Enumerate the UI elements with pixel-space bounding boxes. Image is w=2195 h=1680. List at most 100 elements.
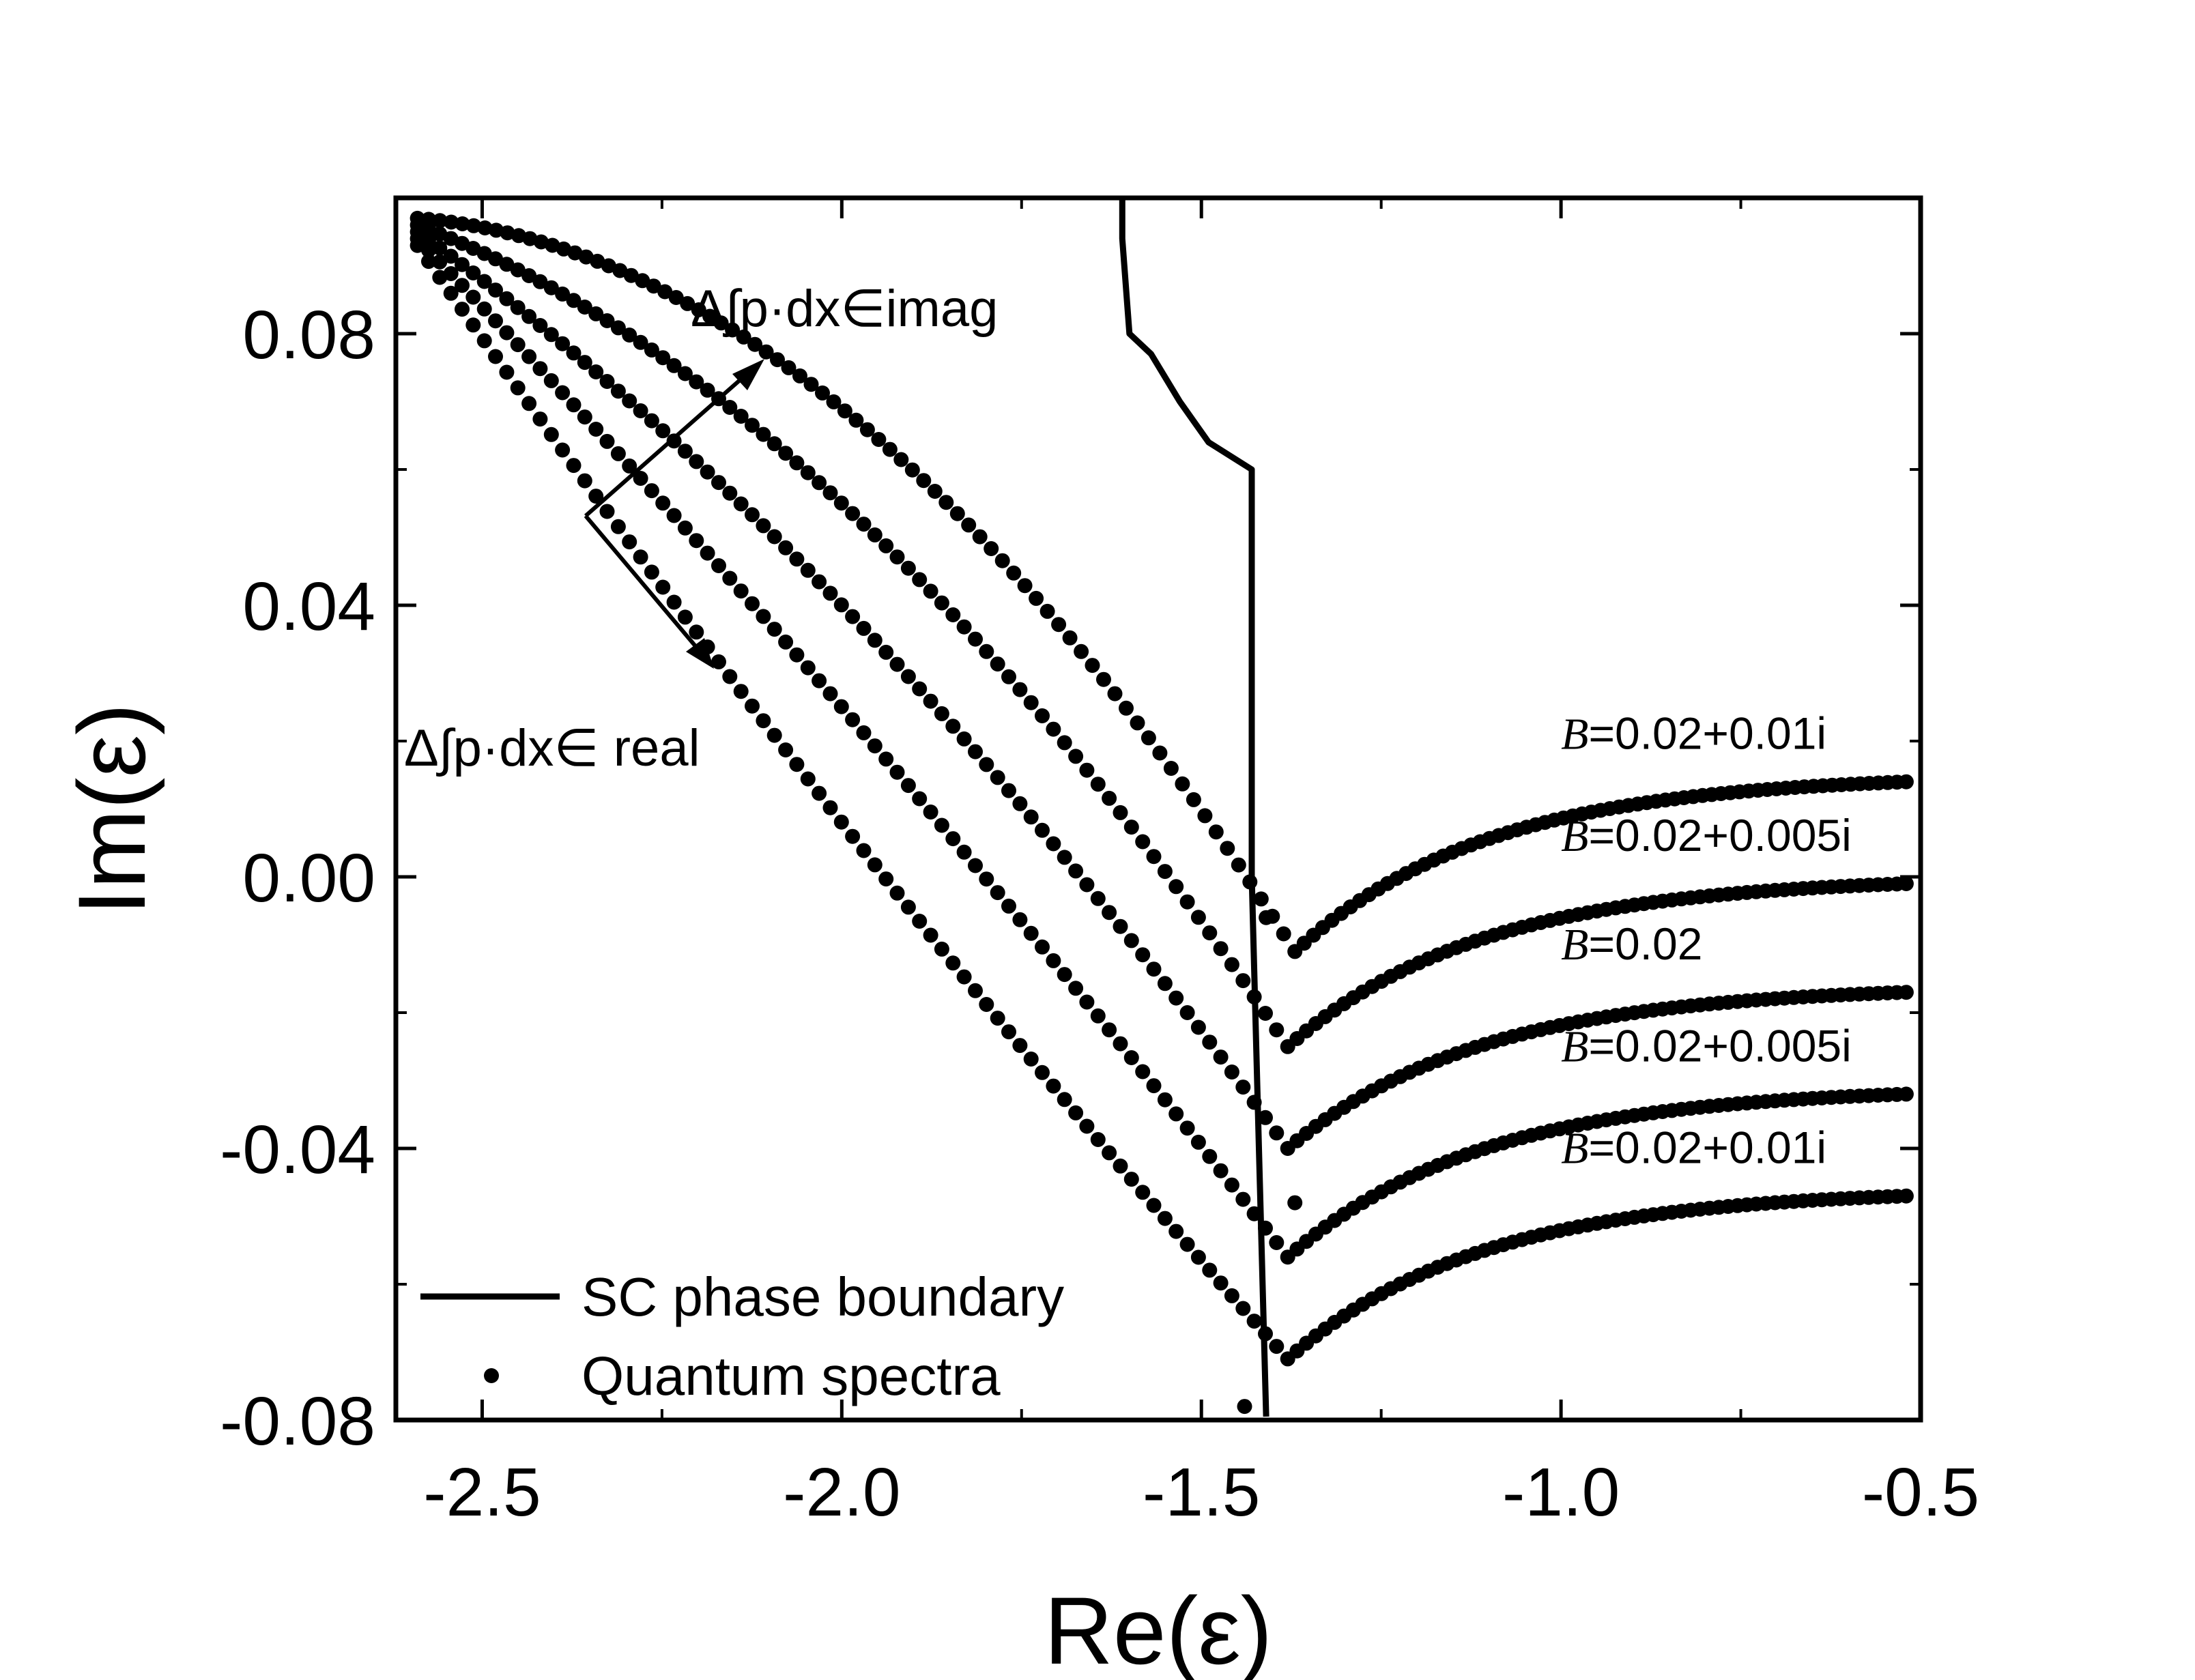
spectrum-point <box>1046 953 1061 968</box>
spectrum-point <box>968 983 983 998</box>
spectrum-point <box>1123 820 1139 835</box>
spectrum-point <box>916 473 932 489</box>
spectrum-point <box>745 507 760 523</box>
spectrum-point <box>867 738 883 754</box>
spectrum-point <box>1046 836 1061 852</box>
spectrum-point <box>465 317 481 333</box>
spectrum-point <box>1179 1120 1195 1136</box>
spectrum-point <box>938 495 954 510</box>
spectrum-point <box>1090 1008 1106 1024</box>
spectrum-point <box>444 214 459 230</box>
spectrum-point <box>859 422 875 437</box>
spectrum-point <box>588 306 604 321</box>
spectrum-point <box>1231 857 1246 873</box>
spectrum-point <box>845 712 861 727</box>
x-tick-label: -2.5 <box>423 1454 541 1531</box>
boundary-layer <box>1119 198 1269 1417</box>
spectrum-point <box>956 731 972 747</box>
spectrum-point <box>622 534 637 550</box>
spectrum-point <box>1213 1163 1229 1178</box>
spectrum-point <box>990 1011 1005 1026</box>
spectrum-point <box>945 719 961 734</box>
spectrum-point <box>956 844 972 860</box>
boundary-line <box>1119 198 1269 1417</box>
spectrum-point <box>833 495 849 511</box>
spectrum-point <box>1023 695 1039 710</box>
spectrum-point <box>555 286 571 302</box>
spectrum-point <box>800 562 816 578</box>
spectrum-point <box>1157 864 1173 880</box>
spectrum-point <box>1068 981 1084 996</box>
spectrum-point <box>1068 1105 1084 1120</box>
spectrum-point <box>1123 1172 1139 1187</box>
spectrum-point <box>702 308 718 324</box>
spectrum-point <box>1258 1110 1273 1125</box>
spectrum-point <box>766 727 782 743</box>
spectrum-point <box>644 564 659 580</box>
spectrum-point <box>1190 1134 1206 1150</box>
spectrum-point <box>1135 947 1151 963</box>
spectrum-point <box>510 262 526 278</box>
spectrum-point <box>476 301 492 317</box>
series-label-value: =0.02+0.01i <box>1588 1123 1826 1173</box>
spectrum-point <box>555 442 571 458</box>
spectrum-point <box>815 385 830 401</box>
spectrum-point <box>1001 783 1016 798</box>
spectrum-point <box>476 246 492 261</box>
spectrum-point <box>1157 1092 1173 1107</box>
spectrum-point <box>822 686 838 701</box>
spectrum-point <box>1135 1185 1151 1200</box>
spectrum-point <box>800 465 816 480</box>
spectrum-point <box>889 764 905 780</box>
spectrum-point <box>610 519 626 534</box>
spectrum-point <box>756 713 771 729</box>
spectrum-point <box>1146 849 1162 865</box>
spectrum-point <box>1898 1086 1914 1102</box>
spectrum-point <box>900 899 916 915</box>
spectrum-point <box>1057 735 1072 751</box>
spectrum-point <box>623 267 639 283</box>
spectrum-point <box>532 361 548 377</box>
spectrum-point <box>923 693 938 709</box>
spectrum-point <box>812 785 827 801</box>
spectrum-point <box>856 517 872 532</box>
spectrum-point <box>588 489 604 504</box>
spectrum-point <box>1119 700 1134 716</box>
y-tick-label: 0.08 <box>242 297 375 373</box>
spectrum-point <box>1039 603 1055 619</box>
spectrum-point <box>432 240 448 256</box>
spectrum-point <box>555 385 571 401</box>
spectrum-point <box>1276 926 1291 942</box>
spectrum-point <box>566 293 582 308</box>
spectrum-point <box>633 403 648 418</box>
spectrum-point <box>882 441 898 457</box>
spectrum-point <box>781 360 797 375</box>
spectrum-point <box>566 458 582 474</box>
spectrum-point <box>644 342 659 358</box>
spectrum-point <box>543 327 559 343</box>
spectrum-point <box>756 426 771 442</box>
arrow-real-shaft <box>584 515 705 656</box>
spectrum-point <box>1023 809 1039 825</box>
y-tick-label: 0.00 <box>242 840 375 916</box>
spectrum-point <box>1213 1049 1229 1065</box>
x-tick-label: -1.0 <box>1502 1454 1620 1531</box>
series-labels: B=0.02+0.01iB=0.02+0.005iB=0.02B=0.02+0.… <box>1561 708 1852 1174</box>
annotation-arrows <box>584 359 764 669</box>
spectrum-point <box>1107 686 1123 701</box>
spectrum-point <box>1224 1288 1239 1303</box>
spectrum-point <box>1090 777 1106 792</box>
spectrum-point <box>635 273 650 289</box>
spectrum-point <box>590 253 605 269</box>
spectrum-point <box>984 541 999 556</box>
spectrum-point <box>766 622 782 637</box>
spectrum-point <box>733 409 749 424</box>
spectrum-point <box>410 237 425 253</box>
spectrum-point <box>700 464 715 480</box>
spectrum-point <box>1079 994 1095 1010</box>
spectrum-point <box>856 620 872 636</box>
spectrum-point <box>912 791 928 807</box>
spectrum-point <box>1035 822 1050 838</box>
spectrum-point <box>622 458 637 474</box>
spectrum-point <box>1269 1235 1285 1250</box>
